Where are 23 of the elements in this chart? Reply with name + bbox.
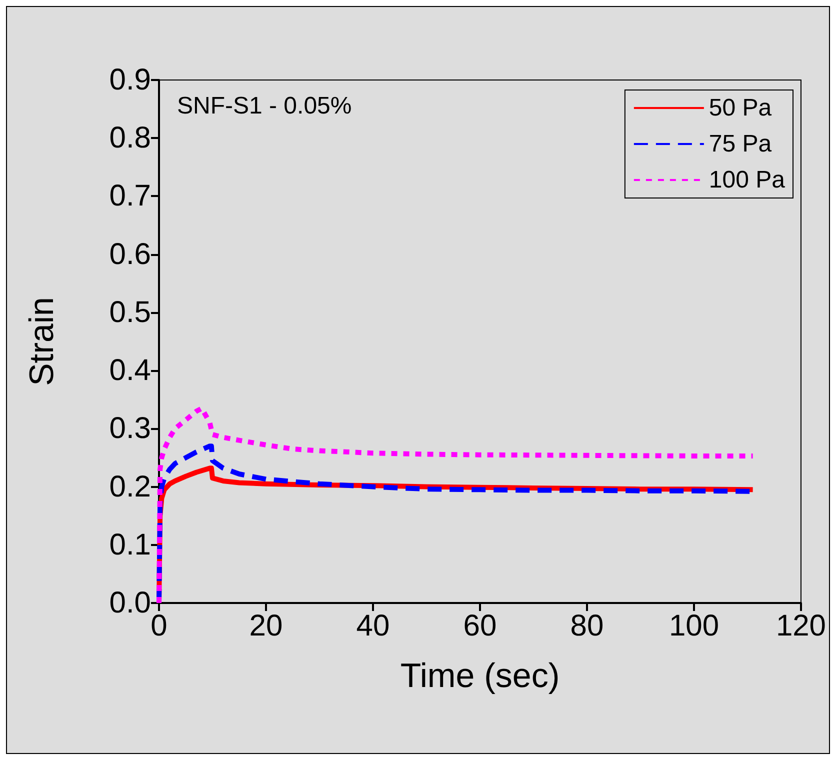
y-tick-label: 0.6	[109, 238, 151, 271]
y-tick-label: 0.3	[109, 412, 151, 446]
legend-label: 100 Pa	[708, 166, 786, 194]
y-tick-label: 0.4	[109, 354, 151, 388]
y-tick-label: 0.0	[109, 586, 151, 620]
x-axis-title: Time (sec)	[400, 657, 560, 695]
y-tick-label: 0.2	[109, 470, 151, 504]
x-tick-label: 20	[249, 610, 283, 642]
annotation: SNF-S1 - 0.05%	[177, 92, 352, 120]
x-tick-label: 40	[356, 610, 390, 642]
y-tick-label: 0.8	[109, 122, 151, 155]
x-tick-label: 0	[150, 610, 168, 642]
x-tick-label: 100	[668, 610, 720, 642]
x-tick-label: 60	[463, 610, 497, 642]
y-tick-label: 0.5	[109, 296, 151, 329]
legend-label: 75 Pa	[708, 130, 772, 158]
y-tick-label: 0.9	[109, 64, 151, 96]
x-tick-label: 80	[570, 610, 604, 642]
y-tick-label: 0.1	[109, 528, 151, 562]
y-axis-title: Strain	[23, 297, 61, 386]
legend-label: 50 Pa	[708, 94, 772, 122]
y-tick-label: 0.7	[109, 180, 151, 213]
x-tick-label: 120	[776, 610, 826, 642]
